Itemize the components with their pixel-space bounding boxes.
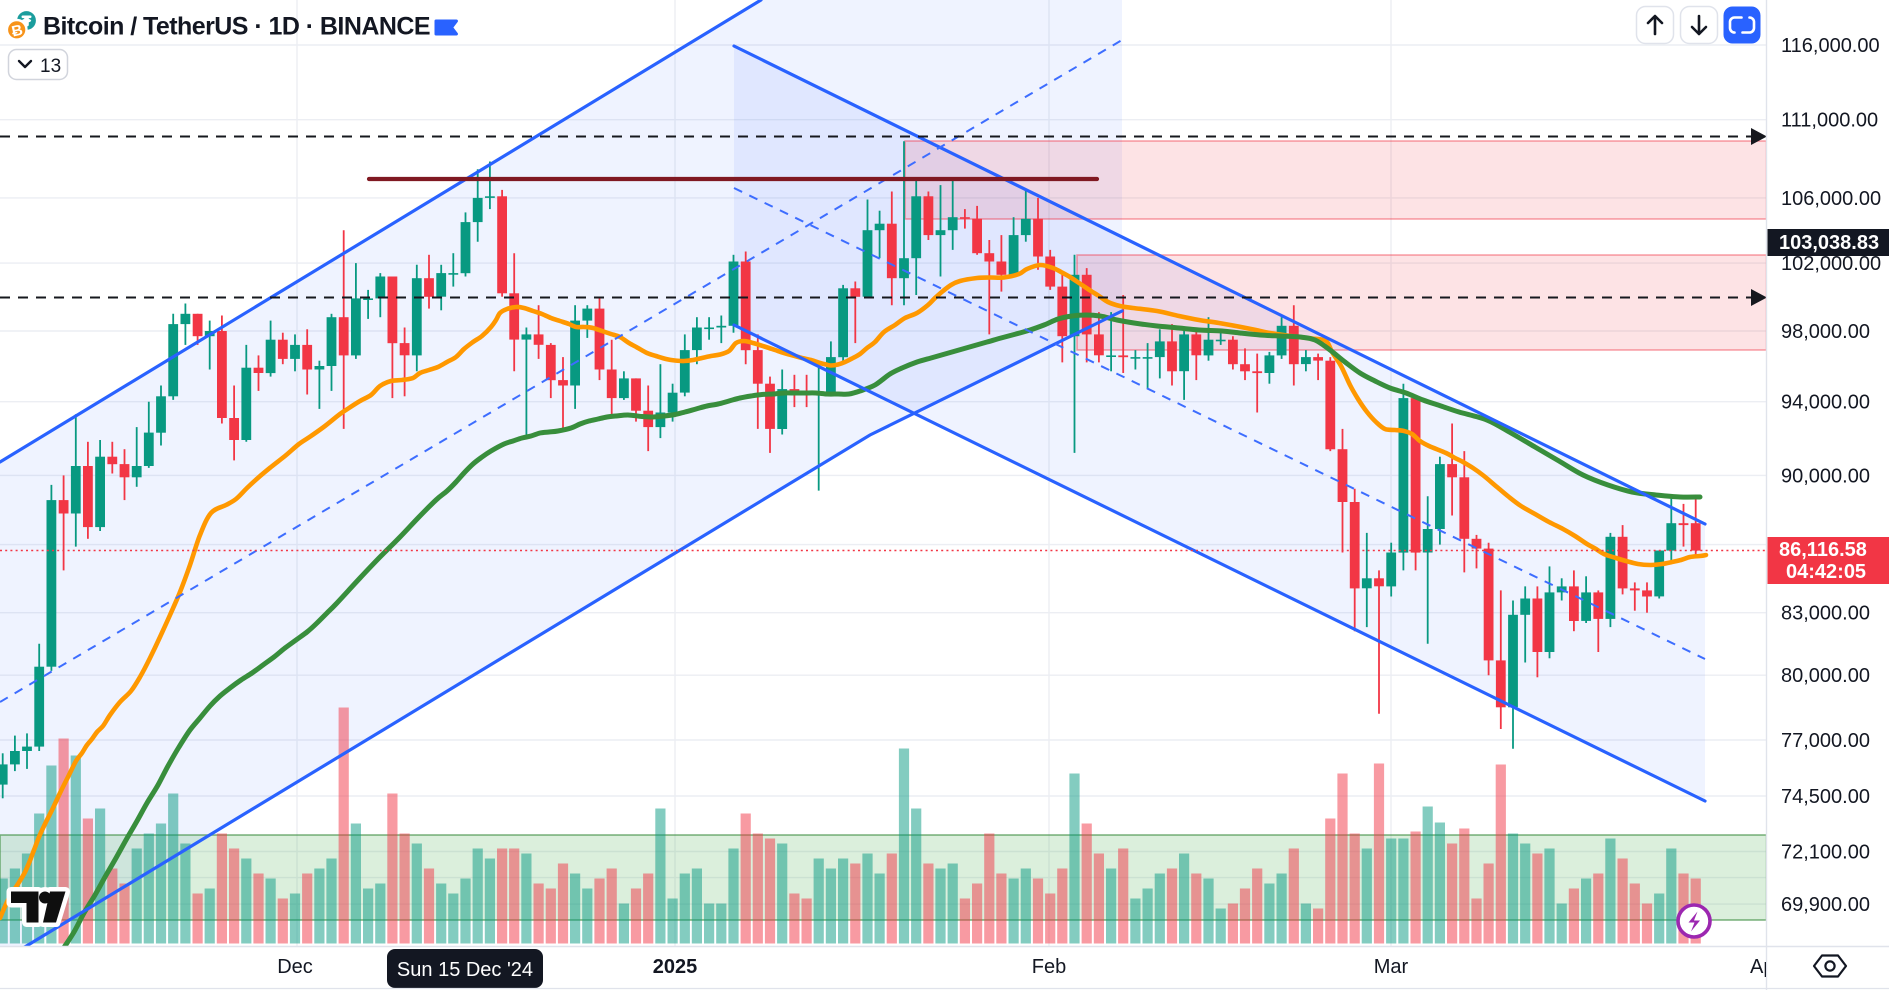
svg-text:77,000.00: 77,000.00 bbox=[1781, 730, 1870, 752]
svg-text:Mar: Mar bbox=[1374, 956, 1409, 978]
svg-text:94,000.00: 94,000.00 bbox=[1781, 392, 1870, 414]
svg-text:04:42:05: 04:42:05 bbox=[1786, 561, 1866, 583]
svg-text:116,000.00: 116,000.00 bbox=[1781, 35, 1880, 57]
svg-text:90,000.00: 90,000.00 bbox=[1781, 465, 1870, 487]
svg-text:Feb: Feb bbox=[1032, 956, 1066, 978]
svg-text:102,000.00: 102,000.00 bbox=[1781, 253, 1881, 275]
svg-text:Ƀ: Ƀ bbox=[10, 21, 25, 40]
svg-text:2025: 2025 bbox=[653, 956, 698, 978]
svg-text:98,000.00: 98,000.00 bbox=[1781, 321, 1870, 343]
svg-text:74,500.00: 74,500.00 bbox=[1781, 786, 1870, 808]
svg-text:69,900.00: 69,900.00 bbox=[1781, 894, 1870, 916]
svg-text:103,038.83: 103,038.83 bbox=[1779, 232, 1879, 254]
svg-text:111,000.00: 111,000.00 bbox=[1781, 110, 1878, 132]
svg-text:Bitcoin / TetherUS · 1D · BINA: Bitcoin / TetherUS · 1D · BINANCE bbox=[43, 13, 430, 41]
svg-text:86,116.58: 86,116.58 bbox=[1779, 539, 1867, 561]
svg-text:Ap: Ap bbox=[1750, 956, 1774, 978]
svg-text:13: 13 bbox=[40, 56, 61, 77]
svg-text:80,000.00: 80,000.00 bbox=[1781, 665, 1870, 687]
svg-text:106,000.00: 106,000.00 bbox=[1781, 188, 1881, 210]
svg-text:Dec: Dec bbox=[277, 956, 313, 978]
svg-text:72,100.00: 72,100.00 bbox=[1781, 842, 1870, 864]
svg-text:Sun 15 Dec '24: Sun 15 Dec '24 bbox=[397, 959, 533, 981]
svg-text:83,000.00: 83,000.00 bbox=[1781, 603, 1870, 625]
